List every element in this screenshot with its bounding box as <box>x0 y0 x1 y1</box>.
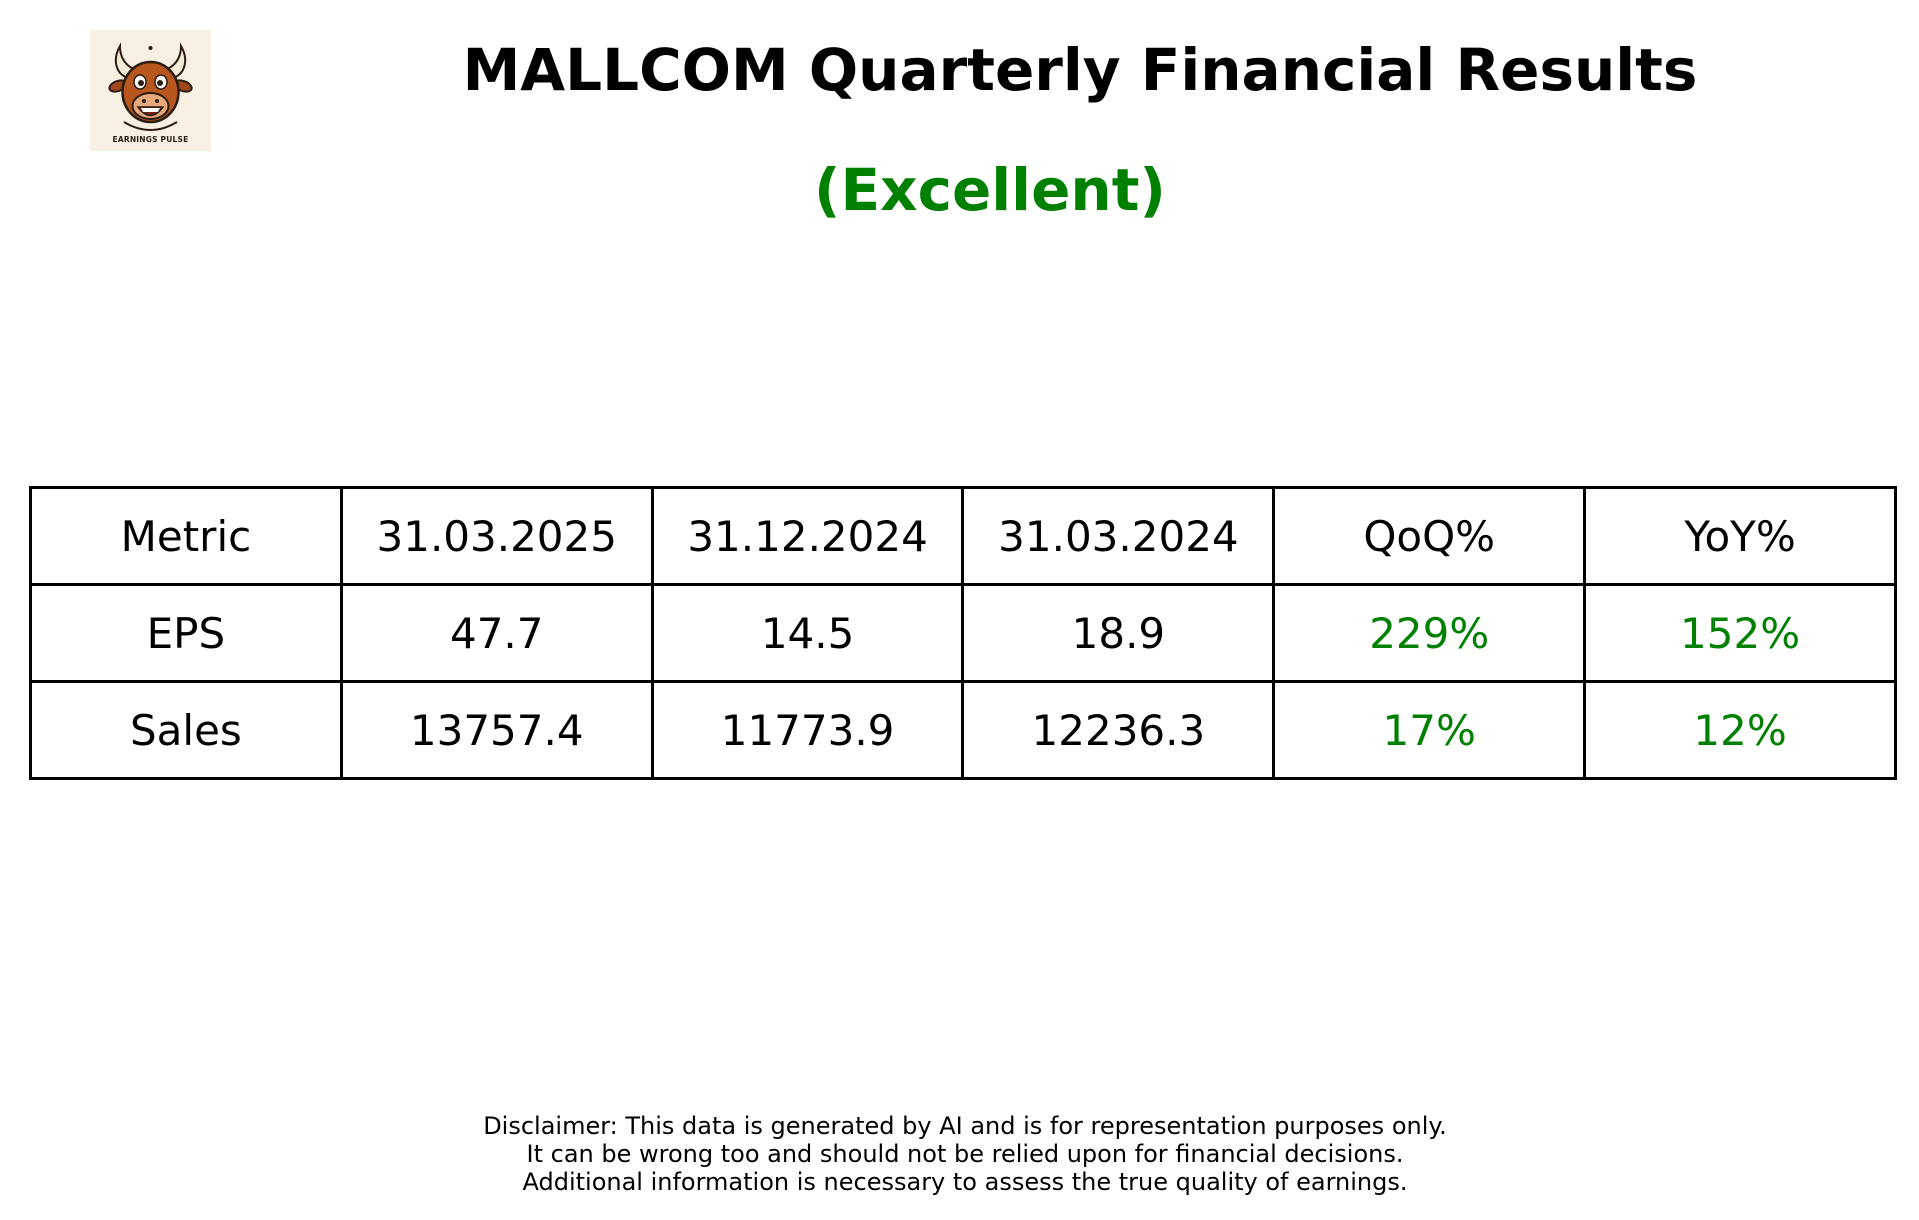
table-cell: 152% <box>1583 583 1897 683</box>
table-header-cell: QoQ% <box>1272 486 1587 586</box>
table-cell: 47.7 <box>339 583 654 683</box>
table-header-cell: 31.03.2024 <box>961 486 1276 586</box>
table-cell: 11773.9 <box>650 680 965 780</box>
earnings-pulse-logo: EARNINGS PULSE <box>90 30 211 151</box>
table-cell: 17% <box>1272 680 1587 780</box>
table-header-cell: 31.12.2024 <box>650 486 965 586</box>
disclaimer-line: Disclaimer: This data is generated by AI… <box>483 1112 1447 1140</box>
table-cell: 12236.3 <box>961 680 1276 780</box>
table-header-cell: YoY% <box>1583 486 1897 586</box>
table-row: EPS 47.7 14.5 18.9 229% 152% <box>29 583 1897 683</box>
table-cell: 12% <box>1583 680 1897 780</box>
disclaimer-line: Additional information is necessary to a… <box>522 1168 1408 1196</box>
logo-text: EARNINGS PULSE <box>112 135 189 144</box>
bull-face-icon <box>108 42 193 131</box>
table-header-row: Metric 31.03.2025 31.12.2024 31.03.2024 QoQ%… <box>29 486 1897 586</box>
page-title: MALLCOM Quarterly Financial Results <box>462 36 1698 104</box>
table-row: Sales 13757.4 11773.9 12236.3 17% 12% <box>29 680 1897 780</box>
table-cell: 14.5 <box>650 583 965 683</box>
metric-name-cell: Sales <box>29 680 343 780</box>
results-table-body: Metric 31.03.2025 31.12.2024 31.03.2024 QoQ%… <box>29 486 1897 780</box>
disclaimer: Disclaimer: This data is generated by AI… <box>0 1112 1919 1196</box>
table-header-cell: Metric <box>29 486 343 586</box>
metric-name-cell: EPS <box>29 583 343 683</box>
table-cell: 229% <box>1272 583 1587 683</box>
table-header-cell: 31.03.2025 <box>339 486 654 586</box>
results-table: Metric 31.03.2025 31.12.2024 31.03.2024 QoQ%… <box>29 486 1897 780</box>
disclaimer-line: It can be wrong too and should not be re… <box>526 1140 1404 1168</box>
rating-subtitle: (Excellent) <box>814 156 1166 224</box>
table-cell: 13757.4 <box>339 680 654 780</box>
table-cell: 18.9 <box>961 583 1276 683</box>
